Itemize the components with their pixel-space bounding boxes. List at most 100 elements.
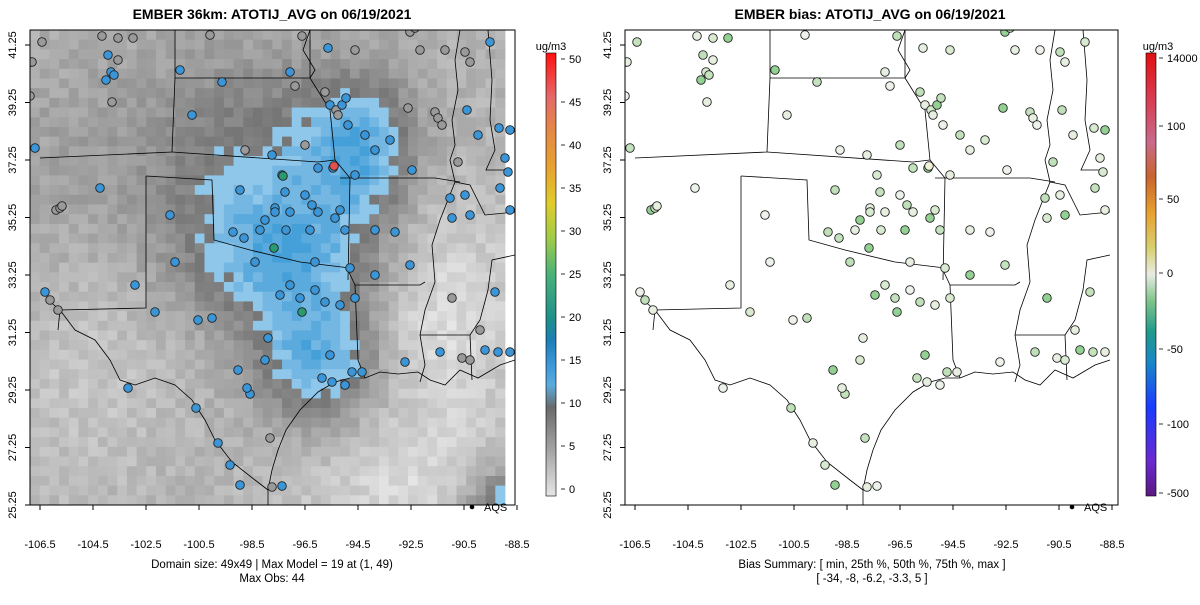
heatmap-cell [39,301,50,312]
heatmap-cell [291,369,302,380]
heatmap-cell [243,311,254,322]
heatmap-cell [330,282,341,293]
heatmap-cell [291,194,302,205]
heatmap-cell [175,204,186,215]
heatmap-cell [39,97,50,108]
heatmap-cell [349,378,360,390]
heatmap-cell [291,485,302,496]
heatmap-cell [272,49,283,60]
heatmap-cell [388,107,399,118]
heatmap-cell [146,388,157,399]
heatmap-cell [291,68,302,79]
heatmap-cell [194,194,205,205]
heatmap-cell [117,214,128,225]
heatmap-cell [78,252,89,264]
heatmap-cell [485,78,496,89]
heatmap-cell [378,78,390,89]
heatmap-cell [30,243,41,254]
observation-site [343,120,353,130]
heatmap-cell [330,97,341,108]
heatmap-cell [311,466,322,477]
heatmap-cell [49,320,60,331]
heatmap-cell [68,59,79,70]
heatmap-cell [301,233,312,244]
heatmap-cell [291,272,302,283]
heatmap-cell [417,252,428,264]
heatmap-cell [320,117,331,128]
heatmap-cell [282,175,293,186]
heatmap-cell [204,485,215,496]
heatmap-cell [97,282,108,293]
heatmap-cell [223,301,234,312]
heatmap-cell [39,146,50,157]
heatmap-cell [408,330,419,341]
heatmap-cell [204,165,215,176]
heatmap-cell [156,68,167,79]
observation-site [165,210,175,220]
observation-site [493,347,503,357]
heatmap-cell [68,349,79,360]
heatmap-cell [30,408,41,419]
bias-site [845,257,855,267]
observation-site [45,295,55,305]
heatmap-cell [359,301,370,312]
bias-site [936,93,946,103]
heatmap-cell [320,446,331,457]
heatmap-cell [214,427,225,438]
heatmap-cell [427,282,438,293]
heatmap-cell [301,107,312,118]
heatmap-cell [369,117,380,128]
heatmap-cell [39,68,50,79]
heatmap-cell [262,252,273,264]
heatmap-cell [165,243,176,254]
heatmap-cell [243,194,254,205]
right-bias-sites [625,30,1110,492]
heatmap-cell [214,97,225,108]
heatmap-cell [349,88,360,99]
heatmap-cell [117,39,128,50]
heatmap-cell [495,378,506,390]
heatmap-cell [262,156,273,167]
right-x-tick-label: -90.5 [1046,539,1071,551]
heatmap-cell [417,223,428,234]
heatmap-cell [427,388,438,399]
heatmap-cell [243,78,254,89]
heatmap-cell [311,185,322,196]
right-y-tick-label: 27.25 [602,434,614,462]
heatmap-cell [456,485,467,496]
heatmap-cell [30,456,41,467]
heatmap-cell [437,223,448,234]
heatmap-cell [204,262,215,273]
bias-site [935,380,945,390]
heatmap-cell [475,78,487,89]
heatmap-cell [330,272,341,283]
heatmap-cell [427,408,438,419]
heatmap-cell [437,495,448,505]
heatmap-cell [446,165,457,176]
bias-site [708,55,718,65]
heatmap-cell [301,495,312,505]
heatmap-cell [475,301,487,312]
heatmap-cell [388,301,399,312]
heatmap-cell [107,378,118,390]
right-y-tick-label: 33.25 [602,261,614,289]
heatmap-cell [349,243,360,254]
heatmap-cell [59,359,70,370]
heatmap-cell [49,378,60,390]
heatmap-cell [349,359,360,370]
heatmap-cell [282,408,293,419]
heatmap-cell [495,204,506,215]
heatmap-cell [369,233,380,244]
heatmap-cell [223,282,234,293]
observation-site [503,167,513,177]
heatmap-cell [233,78,244,89]
heatmap-cell [466,68,477,79]
heatmap-cell [291,146,302,157]
heatmap-cell [68,204,79,215]
heatmap-cell [117,59,128,70]
heatmap-cell [156,78,167,89]
observation-site [440,45,450,55]
heatmap-cell [349,78,360,89]
heatmap-cell [388,49,399,60]
heatmap-cell [185,252,196,264]
